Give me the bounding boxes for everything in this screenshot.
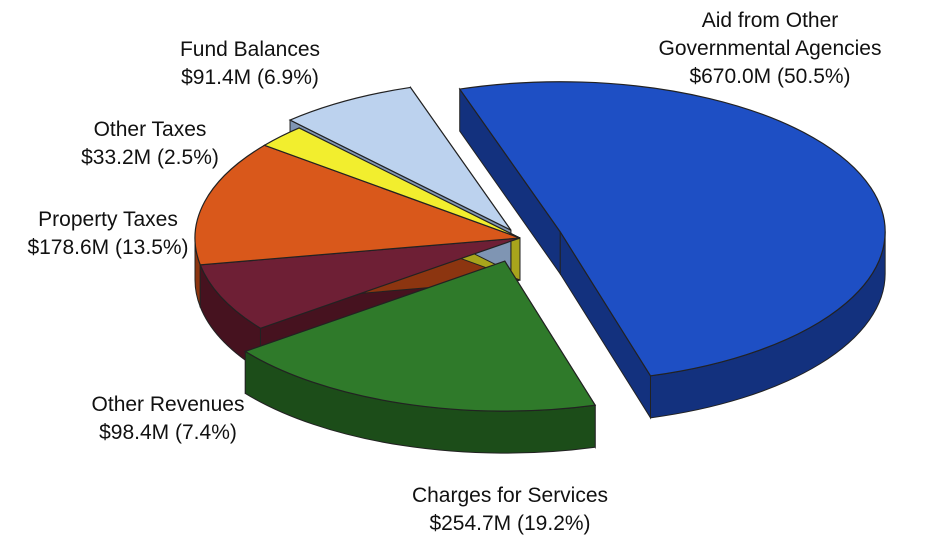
slice-label-line: Other Revenues: [92, 393, 245, 416]
slice-label-other-taxes: Other Taxes $33.2M (2.5%): [81, 118, 219, 169]
slice-label-charges-for-services: Charges for Services $254.7M (19.2%): [412, 484, 608, 535]
slice-label-line: Fund Balances: [180, 38, 320, 61]
slice-label-line: $98.4M (7.4%): [99, 421, 237, 444]
pie-labels: Aid from Other Governmental Agencies $670.…: [27, 9, 881, 535]
slice-label-line: $91.4M (6.9%): [181, 66, 319, 89]
slice-charges-for-services: [243, 260, 597, 412]
pie-slices: [194, 81, 886, 412]
slice-label-property-taxes: Property Taxes $178.6M (13.5%): [27, 208, 188, 259]
slice-label-line: Governmental Agencies: [659, 37, 882, 60]
slice-label-other-revenues: Other Revenues $98.4M (7.4%): [92, 393, 245, 444]
slice-aid-from-other: [458, 81, 886, 377]
slice-label-line: $254.7M (19.2%): [429, 512, 590, 535]
slice-property-taxes: [194, 144, 521, 266]
slice-fund-balances: [288, 86, 512, 231]
slice-label-line: $178.6M (13.5%): [27, 236, 188, 259]
slice-label-line: Charges for Services: [412, 484, 608, 507]
slice-other-revenues: [199, 237, 521, 329]
slice-label-line: Other Taxes: [94, 118, 207, 141]
slice-label-line: $33.2M (2.5%): [81, 146, 219, 169]
slice-label-aid-from-other: Aid from Other Governmental Agencies $670.…: [659, 9, 882, 88]
slice-label-fund-balances: Fund Balances $91.4M (6.9%): [180, 38, 320, 89]
slice-other-taxes: [263, 127, 521, 239]
slice-label-line: Aid from Other: [702, 9, 839, 32]
slice-label-line: $670.0M (50.5%): [689, 65, 850, 88]
slice-label-line: Property Taxes: [38, 208, 178, 231]
